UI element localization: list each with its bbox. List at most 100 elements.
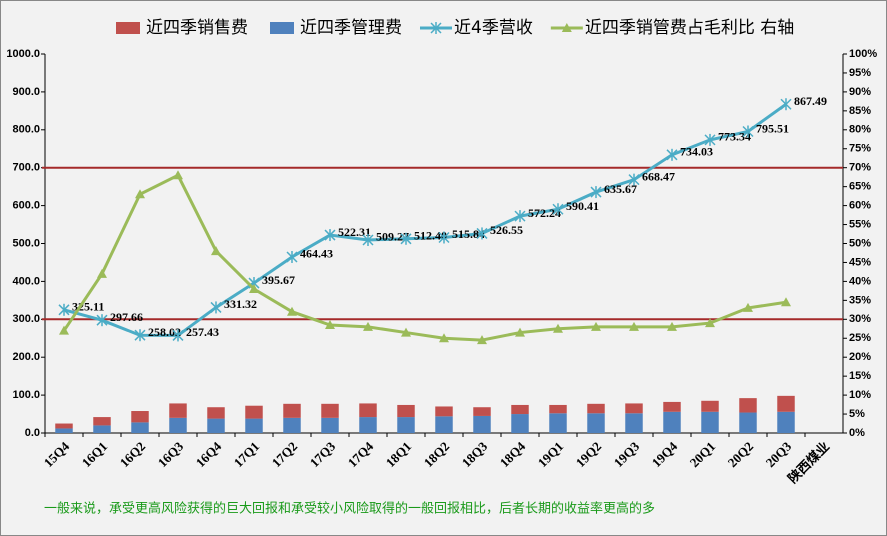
marker: [781, 297, 791, 307]
bar: [777, 395, 795, 412]
bar: [55, 423, 73, 429]
data-label: 331.32: [224, 297, 257, 311]
bar: [169, 403, 187, 418]
y2-tick-label: 50%: [849, 237, 871, 249]
y2-tick-label: 5%: [849, 408, 865, 420]
y2-tick-label: 30%: [849, 313, 871, 325]
marker: [325, 319, 335, 329]
marker: [249, 283, 259, 293]
marker: [515, 327, 525, 337]
y2-tick-label: 70%: [849, 162, 871, 174]
bar: [245, 418, 263, 433]
bar: [397, 404, 415, 418]
y-tick-label: 900.0: [12, 86, 40, 98]
data-label: 734.03: [680, 145, 713, 159]
data-label: 395.67: [262, 273, 295, 287]
data-label: 257.43: [186, 325, 219, 339]
legend-label: 近四季管理费: [300, 18, 402, 38]
bar: [321, 403, 339, 418]
marker: [135, 189, 145, 199]
marker: [438, 231, 450, 244]
y2-tick-label: 35%: [849, 294, 871, 306]
y-tick-label: 800.0: [12, 124, 40, 136]
data-label: 522.31: [338, 225, 371, 239]
marker: [363, 321, 373, 331]
y2-tick-label: 0%: [849, 427, 865, 439]
marker: [173, 170, 183, 180]
y2-tick-label: 15%: [849, 370, 871, 382]
y2-tick-label: 95%: [849, 67, 871, 79]
y-tick-label: 100.0: [12, 389, 40, 401]
y-tick-label: 0.0: [25, 427, 40, 439]
bar: [587, 413, 605, 433]
bar: [131, 411, 149, 423]
bar: [701, 411, 719, 433]
marker: [476, 227, 488, 240]
marker: [629, 321, 639, 331]
bar: [359, 417, 377, 433]
data-label: 795.51: [756, 121, 789, 135]
bar: [587, 403, 605, 414]
bar: [397, 417, 415, 433]
line: [63, 103, 787, 337]
bar: [283, 403, 301, 418]
marker: [439, 333, 449, 343]
y2-tick-label: 100%: [849, 48, 877, 60]
bar: [739, 412, 757, 433]
bar: [549, 413, 567, 433]
y-tick-label: 300.0: [12, 313, 40, 325]
y2-tick-label: 80%: [849, 124, 871, 136]
bar: [93, 425, 111, 433]
marker: [96, 314, 108, 327]
y2-tick-label: 45%: [849, 256, 871, 268]
bar: [663, 401, 681, 412]
marker: [628, 173, 640, 186]
marker: [553, 323, 563, 333]
marker: [172, 329, 184, 342]
data-label: 297.66: [110, 310, 143, 324]
bar: [777, 411, 795, 433]
bar: [359, 403, 377, 418]
data-label: 464.43: [300, 247, 333, 261]
marker: [477, 335, 487, 345]
marker: [324, 229, 336, 242]
bar: [701, 400, 719, 412]
marker: [514, 210, 526, 223]
marker: [742, 125, 754, 138]
data-label: 509.27: [376, 230, 409, 244]
y-tick-label: 500.0: [12, 237, 40, 249]
bar: [549, 404, 567, 414]
bar: [739, 398, 757, 413]
bar: [625, 413, 643, 433]
marker: [401, 327, 411, 337]
y-tick-label: 1000.0: [6, 48, 40, 60]
bar: [473, 407, 491, 416]
bar: [435, 406, 453, 417]
line: [62, 173, 787, 342]
bar: [245, 405, 263, 419]
data-label: 572.24: [528, 206, 561, 220]
marker: [667, 321, 677, 331]
marker: [58, 303, 70, 316]
marker: [287, 306, 297, 316]
data-label: 867.49: [794, 94, 827, 108]
y-tick-label: 200.0: [12, 351, 40, 363]
marker: [59, 325, 69, 335]
marker: [552, 203, 564, 216]
bar: [511, 414, 529, 433]
y2-tick-label: 55%: [849, 218, 871, 230]
bar: [207, 418, 225, 433]
marker: [134, 329, 146, 342]
y2-tick-label: 90%: [849, 86, 871, 98]
bar: [169, 417, 187, 433]
bar: [93, 417, 111, 426]
marker: [590, 186, 602, 199]
marker: [97, 268, 107, 278]
marker: [210, 301, 222, 314]
marker: [400, 232, 412, 245]
marker: [780, 98, 792, 111]
note: 一般来说，承受更高风险获得的巨大回报和承受较小风险取得的一般回报相比，后者长期的…: [44, 501, 655, 517]
